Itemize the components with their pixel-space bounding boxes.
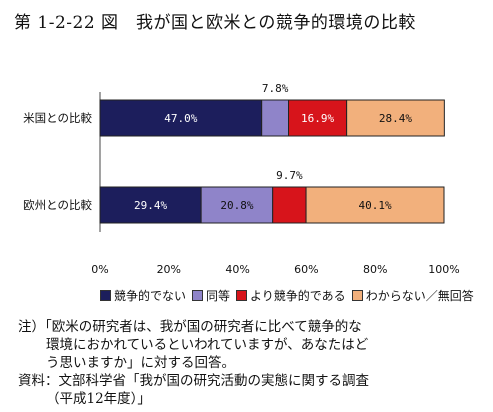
legend-item: 同等 <box>192 287 230 304</box>
note-line-3: う思いますか」に対する回答。 <box>46 355 235 371</box>
legend-item: より競争的である <box>236 287 346 304</box>
x-tick-label: 20% <box>157 263 181 276</box>
note-line-1: 注）「欧米の研究者は、我が国の研究者に比べて競争的な <box>18 318 369 336</box>
data-label: 47.0% <box>164 112 197 125</box>
legend-item: わからない／無回答 <box>351 287 474 304</box>
source-line-1: 資料：文部科学省「我が国の研究活動の実態に関する調査 <box>18 372 369 390</box>
notes-block: 注）「欧米の研究者は、我が国の研究者に比べて競争的な 環境におかれているといわれ… <box>18 318 369 408</box>
data-label: 9.7% <box>276 169 303 182</box>
legend-swatch <box>351 290 363 301</box>
legend-swatch <box>100 290 111 301</box>
note-text-1: 「欧米の研究者は、我が国の研究者に比べて競争的な <box>45 319 362 335</box>
data-label: 7.8% <box>262 82 289 95</box>
data-label: 20.8% <box>220 199 253 212</box>
chart-legend: 競争的でない 同等 より競争的である わからない／無回答 <box>100 287 480 304</box>
bar-segment <box>272 186 307 224</box>
bar-segment <box>288 99 348 137</box>
source-text-1: 文部科学省「我が国の研究活動の実態に関する調査 <box>58 373 370 389</box>
bar-segment <box>200 186 274 224</box>
note-line-2: 環境におかれているといわれていますが、あなたはど <box>46 337 369 353</box>
legend-item: 競争的でない <box>100 287 186 304</box>
stacked-bar-chart: 0% 20% 40% 60% 80% 100% 米国との比較 47.0% 7.8% 16.9% 28… <box>23 82 460 276</box>
legend-label: 同等 <box>206 289 231 303</box>
x-tick-label: 40% <box>225 263 249 276</box>
legend-swatch <box>192 290 204 301</box>
x-tick-label: 100% <box>428 263 459 276</box>
chart-title: 第 1-2-22 図 我が国と欧米との競争的環境の比較 <box>14 13 416 33</box>
data-label: 16.9% <box>301 112 334 125</box>
category-label: 欧州との比較 <box>23 198 92 212</box>
data-label: 40.1% <box>358 199 391 212</box>
bar-segment <box>99 99 263 137</box>
legend-swatch <box>236 290 248 301</box>
x-tick-label: 60% <box>294 263 318 276</box>
source-label: 資料： <box>18 373 59 389</box>
data-label: 29.4% <box>134 199 167 212</box>
x-tick-label: 80% <box>363 263 387 276</box>
note-label: 注） <box>18 319 45 335</box>
legend-label: より競争的である <box>250 289 346 303</box>
bar-segment <box>346 99 445 137</box>
source-line-2: （平成12年度）」 <box>46 391 151 407</box>
legend-label: 競争的でない <box>114 289 187 303</box>
x-tick-label: 0% <box>91 263 108 276</box>
data-label: 28.4% <box>379 112 412 125</box>
category-label: 米国との比較 <box>23 111 92 125</box>
bar-segment <box>305 186 445 224</box>
bar-segment <box>99 186 202 224</box>
legend-label: わからない／無回答 <box>365 289 474 303</box>
bar-segment <box>261 99 290 137</box>
